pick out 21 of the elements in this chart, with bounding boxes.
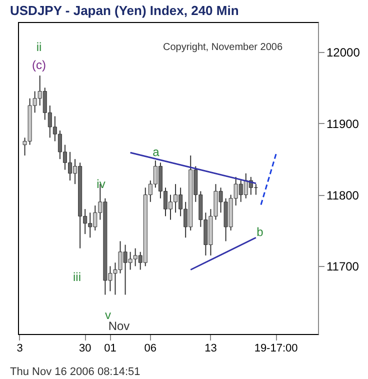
y-tick-label: 12000 [326,45,360,60]
annotation: Copyright, November 2006 [163,42,283,53]
x-tick-label: 13 [204,342,217,354]
chart-title: USDJPY - Japan (Yen) Index, 240 Min [10,3,239,18]
annotation: b [256,225,264,239]
y-tick-label: 11700 [326,260,360,274]
annotation: Nov [108,319,130,333]
y-tick-label: 11800 [326,188,360,202]
x-tick-label: 06 [144,342,157,354]
annotation: (c) [32,58,46,72]
annotation: v [105,308,111,322]
x-tick-label: 19-17:00 [254,342,298,354]
x-tick-label: 01 [104,342,116,354]
x-tick-label: 30 [78,342,92,354]
annotation: iv [96,177,106,191]
annotation: iii [73,270,81,284]
y-tick-label: 11900 [326,116,360,131]
annotation: a [152,145,160,159]
x-tick-label: 3 [16,342,23,354]
annotation: ii [36,40,42,54]
text: Thu Nov 16 2006 08:14:51 [10,366,140,378]
